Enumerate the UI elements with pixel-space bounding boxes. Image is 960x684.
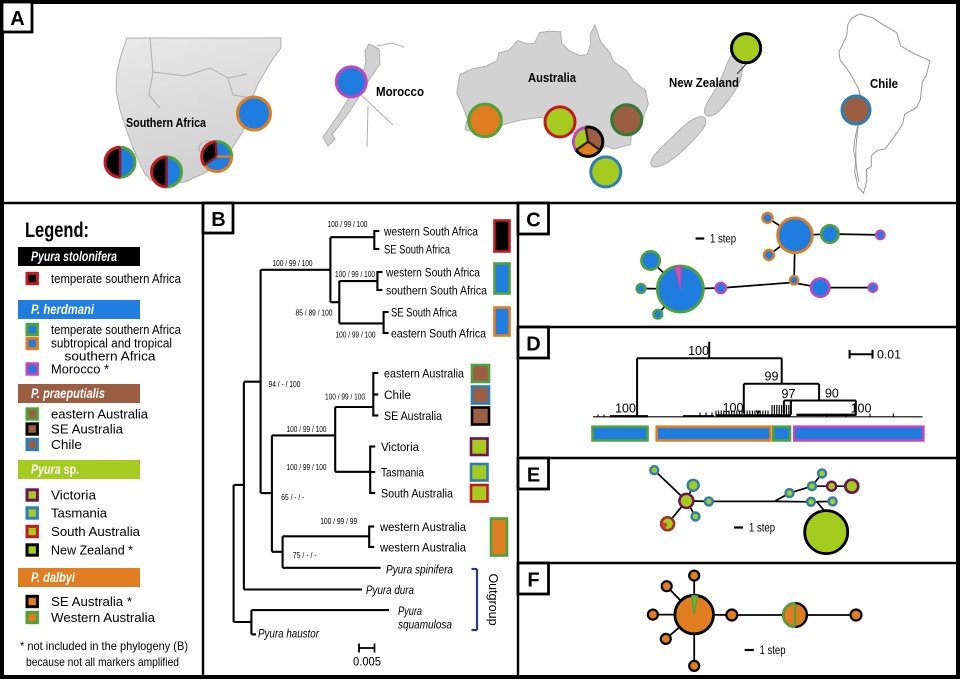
svg-text:Pyura: Pyura [398,604,422,618]
svg-text:Morocco: Morocco [376,85,424,99]
svg-text:Morocco *: Morocco * [51,363,109,377]
svg-text:100 / 99 / 100: 100 / 99 / 100 [335,269,375,279]
svg-text:SE Australia *: SE Australia * [51,595,132,609]
svg-text:85 / 89 / 100: 85 / 89 / 100 [296,308,333,318]
svg-text:Southern Africa: Southern Africa [126,116,207,130]
svg-text:* not included in the phylogen: * not included in the phylogeny (B) [20,639,188,653]
svg-text:eastern South Africa: eastern South Africa [391,326,486,340]
svg-text:100: 100 [688,344,709,358]
svg-text:SE South Africa: SE South Africa [391,305,457,319]
svg-text:Tasmania: Tasmania [381,465,424,479]
svg-text:100 / 99 / 99: 100 / 99 / 99 [320,516,357,526]
svg-text:Chile: Chile [51,438,82,452]
svg-text:Pyura haustor: Pyura haustor [258,626,320,640]
svg-text:western Australia: western Australia [379,520,466,534]
svg-text:southern Africa: southern Africa [65,350,156,364]
svg-text:1 step: 1 step [760,645,786,657]
svg-text:Chile: Chile [384,388,411,402]
svg-text:E: E [527,465,540,487]
svg-text:Western Australia: Western Australia [51,611,155,625]
svg-text:1 step: 1 step [710,234,736,246]
svg-text:100 / 99 / 100: 100 / 99 / 100 [287,424,327,434]
svg-text:Australia: Australia [528,71,577,85]
svg-text:Pyura stolonifera: Pyura stolonifera [31,249,117,264]
svg-text:75 / - / -: 75 / - / - [293,550,317,560]
svg-text:1 step: 1 step [749,523,775,535]
svg-text:New Zealand *: New Zealand * [51,544,133,558]
svg-text:eastern Australia: eastern Australia [384,366,464,380]
svg-text:squamulosa: squamulosa [398,617,452,631]
svg-text:D: D [526,334,540,356]
svg-text:Pyura dura: Pyura dura [366,583,414,597]
svg-text:SE Australia: SE Australia [384,409,442,423]
svg-text:65 / - / -: 65 / - / - [281,492,304,502]
svg-text:Outgroup: Outgroup [486,573,500,625]
svg-text:100 / 99 / 100: 100 / 99 / 100 [325,392,365,402]
svg-text:90: 90 [825,387,839,401]
svg-text:New Zealand: New Zealand [669,76,739,90]
svg-text:Chile: Chile [870,77,898,91]
svg-text:SE South Africa: SE South Africa [384,242,450,256]
svg-text:South Australia: South Australia [51,525,140,539]
svg-text:B: B [211,209,225,231]
svg-text:southern South Africa: southern South Africa [386,283,487,297]
svg-text:97: 97 [782,387,796,401]
svg-text:100 / 99 / 100: 100 / 99 / 100 [328,219,368,229]
svg-text:0.01: 0.01 [877,348,901,362]
svg-text:100: 100 [723,401,744,415]
svg-text:P. herdmani: P. herdmani [31,302,94,317]
svg-text:temperate southern Africa: temperate southern Africa [51,272,181,286]
svg-text:SE Australia: SE Australia [51,423,123,437]
svg-text:Legend:: Legend: [25,219,89,242]
svg-text:C: C [526,210,540,232]
svg-text:subtropical and tropical: subtropical and tropical [51,337,172,351]
svg-text:western Australia: western Australia [379,540,466,554]
svg-text:because not all markers amplif: because not all markers amplified [26,655,179,669]
svg-text:eastern Australia: eastern Australia [51,408,148,422]
svg-text:Victoria: Victoria [381,440,419,454]
svg-text:Tasmania: Tasmania [51,507,107,521]
svg-text:temperate southern Africa: temperate southern Africa [51,323,181,337]
svg-text:94 / - / 100: 94 / - / 100 [269,379,301,389]
svg-text:P. praeputialis: P. praeputialis [31,386,105,401]
svg-text:99: 99 [765,370,779,384]
svg-text:A: A [10,8,24,30]
svg-text:100: 100 [851,402,872,416]
svg-text:South Australia: South Australia [381,486,453,500]
svg-text:100 / 99 / 100: 100 / 99 / 100 [287,462,327,472]
svg-text:100 / 99 / 100: 100 / 99 / 100 [273,258,313,268]
svg-text:F: F [527,570,539,592]
svg-text:Victoria: Victoria [51,489,96,503]
svg-text:western South Africa: western South Africa [385,265,480,279]
svg-text:Pyura spinifera: Pyura spinifera [386,562,453,576]
svg-text:100 / 99 / 100: 100 / 99 / 100 [336,330,376,340]
svg-text:Pyura sp.: Pyura sp. [31,462,79,477]
svg-text:100: 100 [615,402,636,416]
svg-text:0.005: 0.005 [353,655,381,669]
svg-text:P. dalbyi: P. dalbyi [31,570,75,585]
svg-text:western South Africa: western South Africa [383,224,478,238]
